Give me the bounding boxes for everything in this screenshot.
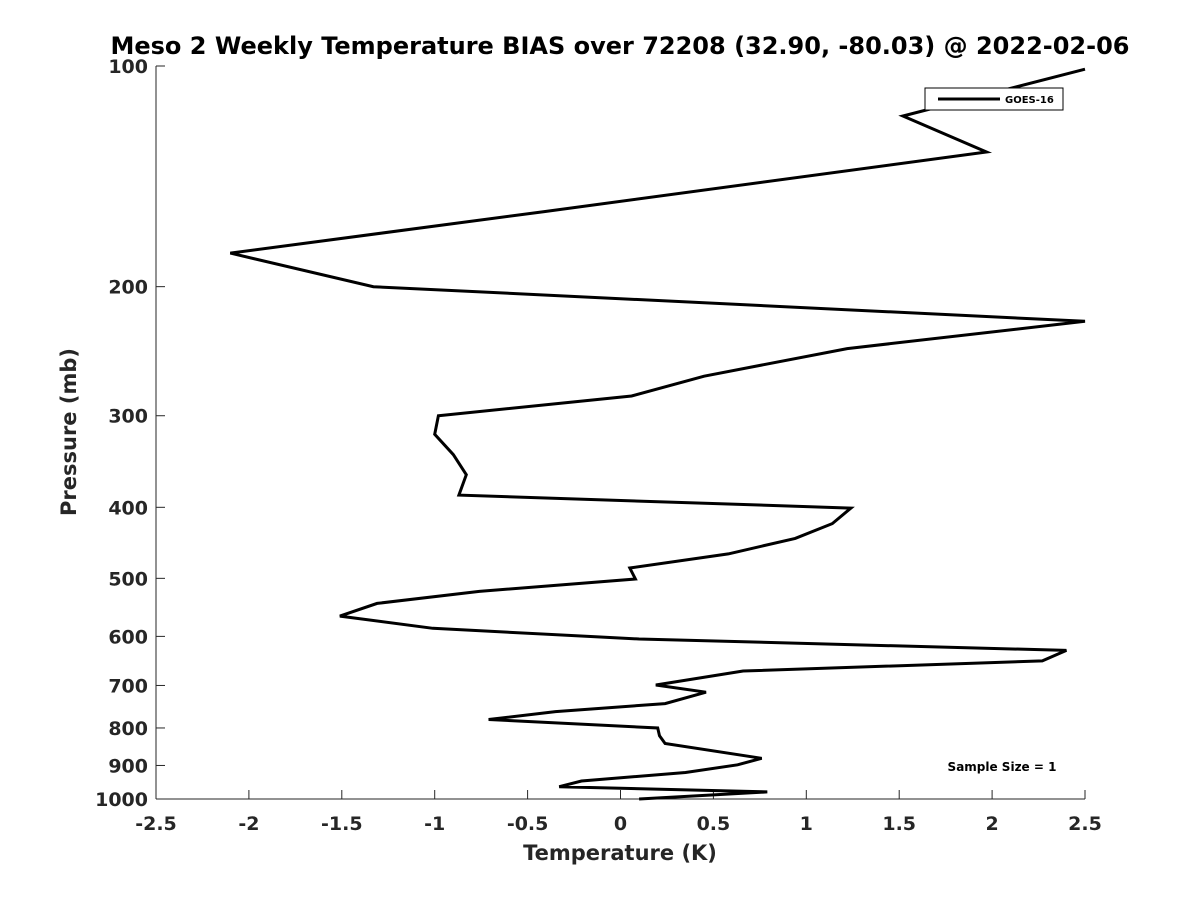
x-tick-label: -2: [238, 813, 259, 835]
y-tick-label: 700: [108, 675, 148, 697]
x-tick-label: -1.5: [321, 813, 363, 835]
y-ticks: 100 200 300 400 500 600 700 800 900 1000: [95, 56, 165, 811]
x-ticks: -2.5 -2 -1.5 -1 -0.5 0 0.5 1 1.5 2 2.5: [135, 790, 1102, 835]
x-tick-label: 2.5: [1068, 813, 1102, 835]
x-tick-label: -0.5: [507, 813, 549, 835]
sample-size-annotation: Sample Size = 1: [948, 760, 1057, 774]
plot-area: [156, 66, 1085, 799]
y-tick-label: 1000: [95, 789, 148, 811]
series-layer: [229, 67, 1086, 801]
y-tick-label: 500: [108, 568, 148, 590]
y-tick-label: 800: [108, 718, 148, 740]
legend: GOES-16: [924, 87, 1064, 111]
x-tick-label: -1: [424, 813, 445, 835]
legend-label-goes16: GOES-16: [1005, 95, 1054, 106]
x-tick-label: 0: [614, 813, 627, 835]
series-line-goes-16: [229, 67, 1086, 801]
x-axis-label: Temperature (K): [523, 841, 717, 865]
y-tick-label: 300: [108, 406, 148, 428]
y-tick-label: 200: [108, 277, 148, 299]
x-tick-label: -2.5: [135, 813, 177, 835]
y-tick-label: 600: [108, 626, 148, 648]
x-tick-label: 0.5: [697, 813, 731, 835]
x-tick-label: 1: [800, 813, 813, 835]
y-tick-label: 900: [108, 755, 148, 777]
y-axis-label: Pressure (mb): [57, 348, 81, 516]
chart-title: Meso 2 Weekly Temperature BIAS over 7220…: [110, 32, 1129, 60]
y-tick-label: 400: [108, 497, 148, 519]
x-tick-label: 2: [985, 813, 998, 835]
y-tick-label: 100: [108, 56, 148, 78]
x-tick-label: 1.5: [882, 813, 916, 835]
